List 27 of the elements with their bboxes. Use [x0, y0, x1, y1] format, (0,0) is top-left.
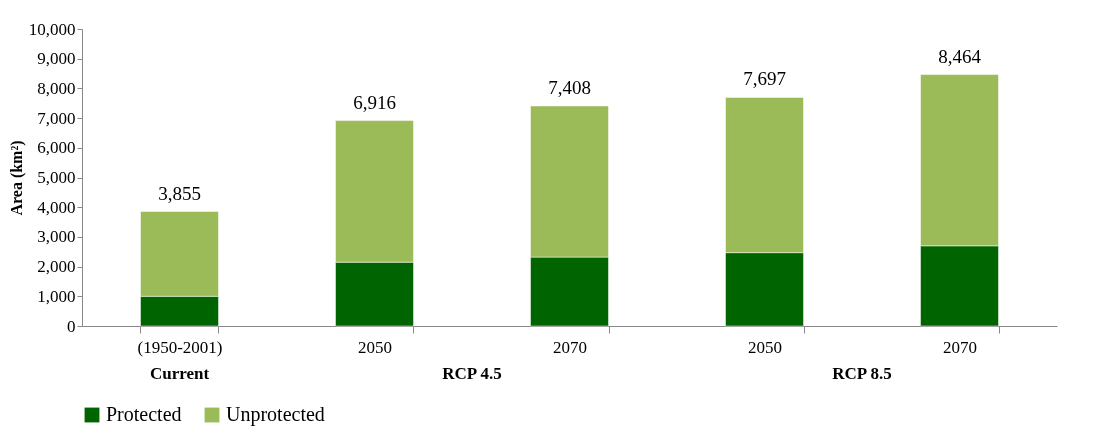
- legend-label: Protected: [106, 403, 182, 425]
- y-tick-label: 1,000: [37, 286, 76, 306]
- legend-label: Unprotected: [226, 403, 325, 426]
- x-tick-label: 2050: [358, 337, 392, 357]
- y-tick-label: 3,000: [37, 227, 76, 247]
- y-tick-label: 5,000: [37, 168, 76, 187]
- y-tick-label: 6,000: [37, 138, 76, 158]
- total-label: 6,916: [353, 91, 396, 113]
- y-tick-label: 9,000: [37, 49, 76, 69]
- x-tick-label: 2050: [748, 337, 782, 357]
- x-tick-label: (1950-2001): [137, 337, 223, 357]
- text: RCP 4.5: [442, 364, 502, 383]
- y-tick-label: 0: [67, 316, 76, 336]
- total-label: 8,464: [938, 45, 982, 67]
- total-label: 7,408: [548, 76, 591, 98]
- text: Current: [149, 364, 210, 383]
- y-tick-label: 4,000: [37, 197, 76, 217]
- x-tick-label: 2070: [553, 337, 587, 357]
- y-tick-label: 7,000: [37, 108, 76, 128]
- text: RCP 8.5: [832, 364, 892, 383]
- x-tick-label: 2070: [943, 337, 977, 357]
- total-label: 7,697: [743, 68, 786, 90]
- total-label: 3,855: [158, 182, 201, 204]
- y-tick-label: 2,000: [37, 257, 76, 277]
- y-tick-label: 10,000: [28, 19, 76, 39]
- y-tick-label: 8,000: [37, 78, 76, 98]
- y-axis-title: Area (km²): [7, 140, 26, 216]
